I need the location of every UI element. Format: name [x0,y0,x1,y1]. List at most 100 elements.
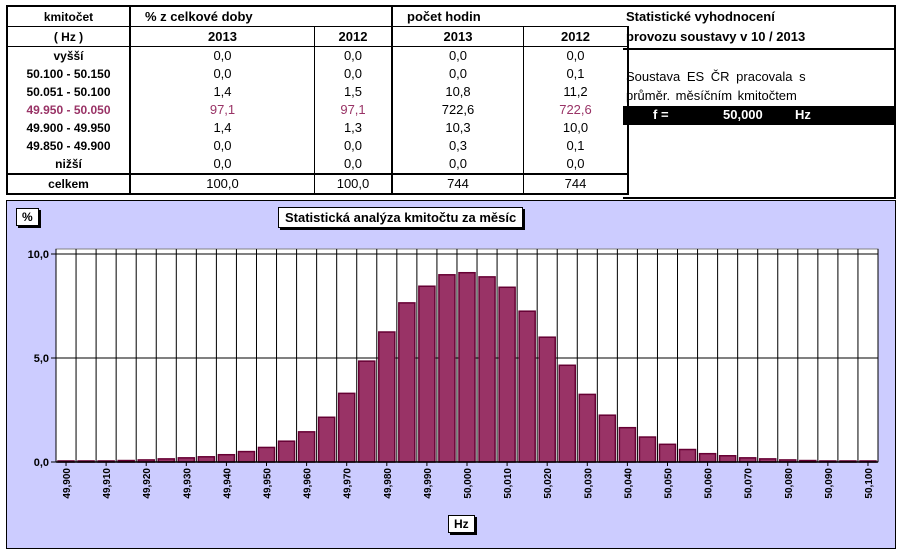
frequency-range-label: 50.100 - 50.150 [6,65,130,83]
bar [698,452,717,463]
table-cell: 722,6 [391,101,524,119]
year-header: 2013 [129,26,315,47]
statistics-table: kmitočet % z celkové doby počet hodin ( … [6,5,629,195]
x-tick-label: 49,930 [182,468,193,499]
bar [418,285,436,463]
frequency-range-label: nižší [6,155,130,174]
x-tick-label: 49,950 [263,468,274,499]
bar [678,448,697,463]
frequency-value: 50,000 [723,107,763,122]
year-header: 2012 [314,26,392,47]
x-tick-label: 49,960 [303,468,314,499]
table-cell: 0,0 [523,46,629,65]
x-tick-label: 50,100 [864,468,875,499]
table-cell: 0,0 [129,46,315,65]
table-cell: 0,0 [391,65,524,83]
x-tick-label: 50,040 [623,468,634,499]
table-cell: 0,1 [523,137,629,155]
y-tick-label: 5,0 [34,353,49,365]
table-cell: 100,0 [314,173,392,195]
table-cell: 0,0 [129,65,315,83]
bar [518,310,536,463]
bar [598,414,617,463]
table-cell: 1,5 [314,83,392,101]
table-cell: 0,0 [314,137,392,155]
table-row: nižší 0,0 0,0 0,0 0,0 [6,155,629,174]
average-frequency-bar: f = 50,000 Hz [623,106,894,125]
bar [458,271,476,463]
bar [197,456,216,463]
table-cell: 10,0 [523,119,629,137]
table-cell: 0,0 [391,155,524,174]
table-cell: 0,0 [391,46,524,65]
table-cell: 100,0 [129,173,315,195]
info-period: provozu soustavy v 10 / 2013 [626,29,806,44]
frequency-range-label: 49.850 - 49.900 [6,137,130,155]
bar [638,436,657,463]
frequency-histogram: 0,0 5,0 10,0 49,900 49,910 49,920 49,930 49,940… [28,248,879,499]
year-header: 2012 [523,26,629,47]
bar [297,431,316,463]
x-tick-label: 50,080 [784,468,795,499]
x-tick-label: 50,050 [663,468,674,499]
hours-header: počet hodin [391,5,628,27]
y-tick-label: 10,0 [28,249,49,261]
frequency-range-label: 49.950 - 50.050 [6,101,130,119]
x-tick-label: 49,940 [222,468,233,499]
x-tick-label: 50,060 [704,468,715,499]
bar [378,331,396,463]
bar [357,360,376,463]
bar [217,453,236,463]
bar [438,274,456,463]
table-row: 50.100 - 50.150 0,0 0,0 0,0 0,1 [6,65,629,83]
table-cell: 0,0 [314,46,392,65]
table-cell: 1,4 [129,119,315,137]
info-description: průměr. měsíčním kmitočtem [626,88,797,103]
y-tick-label: 0,0 [34,457,49,469]
table-cell: 744 [523,173,629,195]
bar [277,440,296,463]
info-title: Statistické vyhodnocení [626,9,775,24]
table-row: 49.950 - 50.050 97,1 97,1 722,6 722,6 [6,101,629,119]
header-row-1: kmitočet % z celkové doby počet hodin [6,5,628,27]
frequency-range-label: 50.051 - 50.100 [6,83,130,101]
bar [237,450,256,463]
total-label: celkem [6,173,130,195]
table-row: vyšší 0,0 0,0 0,0 0,0 [6,46,629,65]
frequency-unit: Hz [795,107,811,122]
frequency-header: kmitočet [6,5,130,27]
bar [658,443,677,463]
table-cell: 0,0 [523,155,629,174]
year-header: 2013 [391,26,524,47]
x-tick-label: 50,070 [744,468,755,499]
info-panel: Statistické vyhodnocení provozu soustavy… [623,5,896,199]
table-row: 49.850 - 49.900 0,0 0,0 0,3 0,1 [6,137,629,155]
table-cell: 10,3 [391,119,524,137]
x-tick-label: 50,000 [463,468,474,499]
x-tick-label: 50,090 [824,468,835,499]
frequency-range-label: 49.900 - 49.950 [6,119,130,137]
bar [558,364,577,463]
bar [257,446,276,463]
frequency-label: f = [653,107,669,122]
table-cell: 1,3 [314,119,392,137]
divider [623,48,894,50]
frequency-range-label: vyšší [6,46,130,65]
table-cell: 0,0 [314,65,392,83]
x-tick-label: 49,980 [383,468,394,499]
unit-header: ( Hz ) [6,26,130,47]
chart-title: Statistická analýza kmitočtu za měsíc [278,207,524,228]
table-cell: 97,1 [314,101,392,119]
table-cell: 0,0 [129,137,315,155]
table-cell: 0,1 [523,65,629,83]
bar [718,455,737,463]
info-description: Soustava ES ČR pracovala s [626,69,806,84]
table-cell: 10,8 [391,83,524,101]
x-tick-label: 50,030 [583,468,594,499]
x-tick-label: 49,990 [423,468,434,499]
table-cell: 1,4 [129,83,315,101]
x-axis-label: Hz [448,515,475,533]
bar [337,392,356,463]
x-tick-label: 49,920 [142,468,153,499]
table-cell: 97,1 [129,101,315,119]
